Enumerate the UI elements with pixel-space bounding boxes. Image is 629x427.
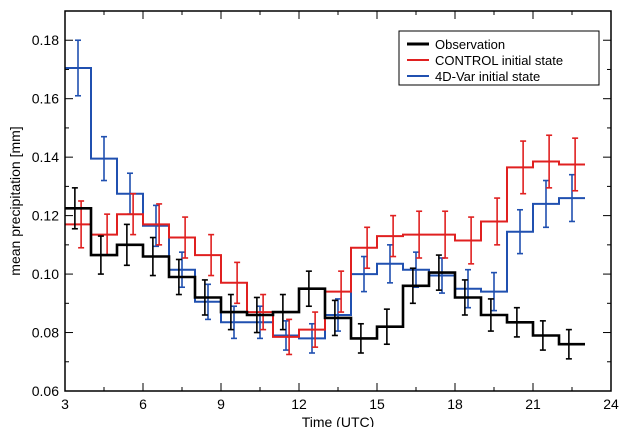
x-tick-label: 18 — [447, 396, 463, 412]
x-tick-label: 3 — [61, 396, 69, 412]
y-tick-label: 0.16 — [32, 91, 59, 107]
legend-label: Observation — [435, 37, 505, 52]
x-tick-label: 12 — [291, 396, 307, 412]
legend-label: 4D-Var initial state — [435, 69, 540, 84]
legend-box — [398, 30, 600, 86]
y-tick-labels: 0.06 0.08 0.10 0.12 0.14 0.16 0.18 — [32, 32, 59, 399]
series-0 — [65, 187, 585, 360]
x-tick-label: 15 — [369, 396, 385, 412]
x-tick-label: 6 — [139, 396, 147, 412]
y-tick-label: 0.12 — [32, 208, 59, 224]
y-tick-label: 0.18 — [32, 32, 59, 48]
series-step-line — [65, 207, 585, 346]
y-tick-label: 0.10 — [32, 266, 59, 282]
y-tick-label: 0.14 — [32, 149, 59, 165]
legend-label: CONTROL initial state — [435, 53, 563, 68]
x-tick-labels: 3 6 9 12 15 18 21 24 — [61, 396, 619, 412]
x-tick-label: 24 — [603, 396, 619, 412]
y-axis-title: mean precipitation [mm] — [7, 126, 23, 275]
x-axis-title: Time (UTC) — [302, 414, 375, 427]
series-layer — [65, 39, 585, 360]
y-tick-label: 0.06 — [32, 383, 59, 399]
series-1 — [65, 134, 585, 356]
x-tick-label: 9 — [217, 396, 225, 412]
x-tick-label: 21 — [525, 396, 541, 412]
series-step-line — [65, 160, 585, 338]
plot-frame — [64, 10, 612, 392]
y-tick-label: 0.08 — [32, 325, 59, 341]
